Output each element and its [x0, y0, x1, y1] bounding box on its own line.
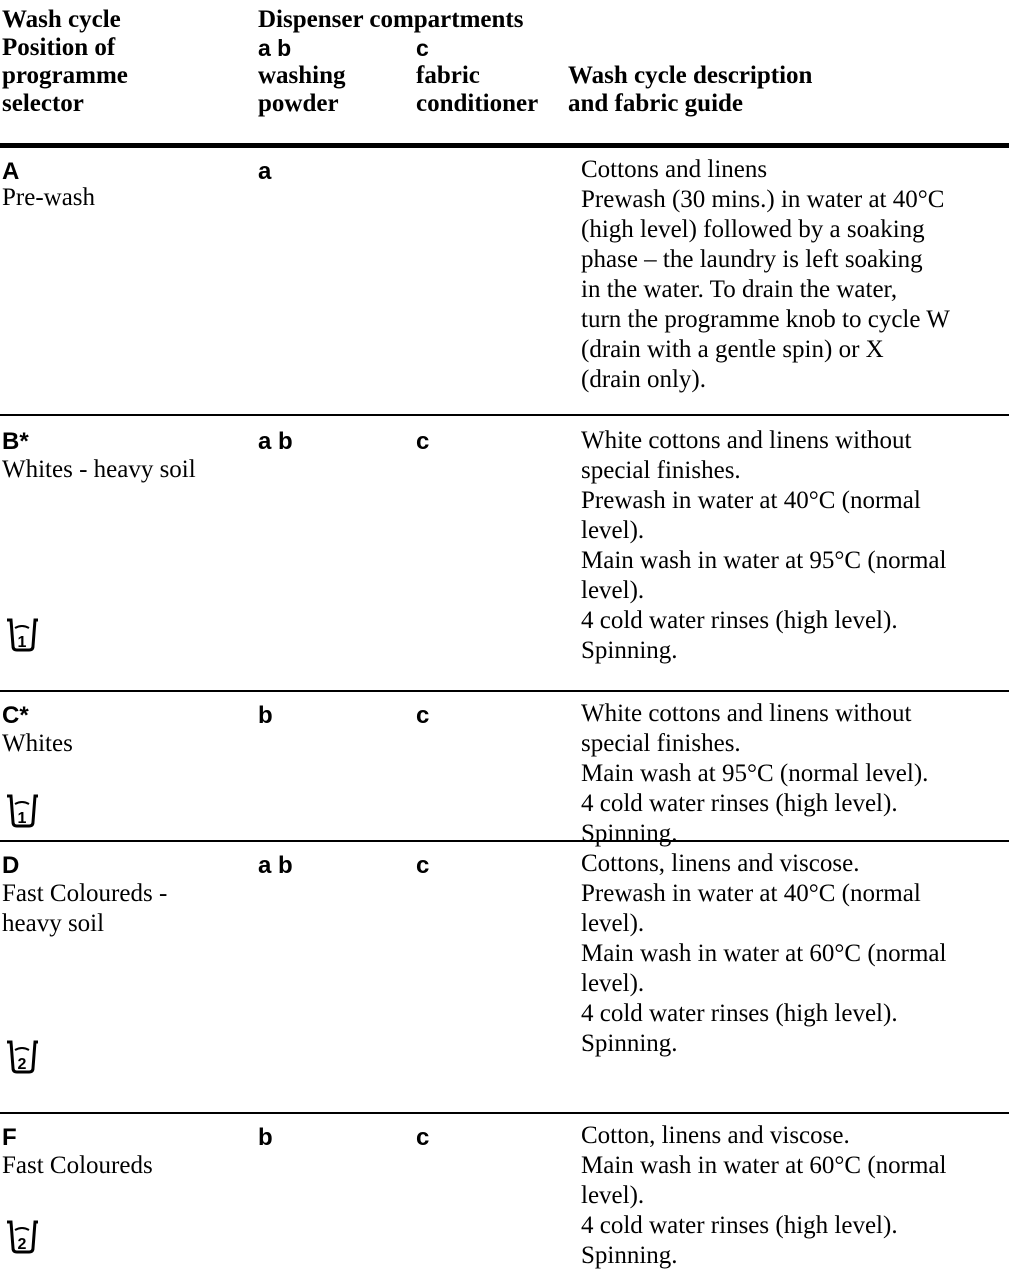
header-description: Wash cycle description and fabric guide — [568, 62, 812, 118]
tub-number: 1 — [18, 634, 27, 651]
row-divider — [0, 1112, 1009, 1114]
cycle-description: White cottons and linens without special… — [581, 699, 1006, 849]
desc-line: Cotton, linens and viscose. — [581, 1122, 850, 1149]
cycle-letter: C* — [2, 702, 29, 729]
desc-line: level). — [581, 517, 645, 544]
powder-compartment: a b — [258, 852, 293, 879]
desc-line: level). — [581, 910, 645, 937]
header-line: and fabric guide — [568, 90, 744, 117]
cycle-name: Pre-wash — [2, 184, 96, 211]
wash-tub-1-icon: 1 — [7, 794, 38, 828]
desc-line: Spinning. — [581, 1242, 678, 1269]
cycle-description: Cotton, linens and viscose. Main wash in… — [581, 1121, 1006, 1271]
desc-line: 4 cold water rinses (high level). — [581, 607, 898, 634]
dispenser-title-text: Dispenser compartments — [258, 6, 524, 33]
header-fabric-conditioner: c fabric conditioner — [416, 34, 538, 118]
header-dispenser-title: Dispenser compartments — [258, 6, 523, 34]
powder-compartment: a — [258, 158, 272, 185]
conditioner-compartment: c — [416, 702, 430, 729]
desc-line: Spinning. — [581, 1030, 678, 1057]
desc-line: 4 cold water rinses (high level). — [581, 790, 898, 817]
header-line: fabric — [416, 62, 480, 89]
desc-line: Prewash in water at 40°C (normal — [581, 880, 921, 907]
header-line: Position of — [2, 34, 116, 61]
tub-number: 2 — [18, 1056, 27, 1073]
row-divider — [0, 840, 1009, 842]
desc-line: White cottons and linens without — [581, 700, 912, 727]
header-line: powder — [258, 90, 339, 117]
conditioner-compartment: c — [416, 428, 430, 455]
desc-line: (high level) followed by a soaking — [581, 216, 925, 243]
header-line: Wash cycle — [2, 6, 121, 33]
desc-line: level). — [581, 1182, 645, 1209]
desc-line: Spinning. — [581, 637, 678, 664]
wash-tub-1-icon: 1 — [7, 618, 38, 652]
powder-compartment: a b — [258, 428, 293, 455]
cycle-description: Cottons, linens and viscose. Prewash in … — [581, 849, 1006, 1059]
tub-number: 2 — [18, 1236, 27, 1253]
desc-line: level). — [581, 577, 645, 604]
header-compartment-letters: a b — [258, 35, 292, 61]
desc-line: special finishes. — [581, 457, 741, 484]
cycle-description: White cottons and linens without special… — [581, 426, 1006, 666]
cycle-name: Fast Coloureds - — [2, 880, 168, 907]
powder-compartment: b — [258, 702, 273, 729]
desc-line: Main wash in water at 60°C (normal — [581, 1152, 947, 1179]
desc-line: level). — [581, 970, 645, 997]
header-washing-powder: a b washing powder — [258, 34, 346, 118]
desc-line: Main wash at 95°C (normal level). — [581, 760, 929, 787]
cycle-name: Fast Coloureds — [2, 1152, 153, 1179]
desc-line: White cottons and linens without — [581, 427, 912, 454]
cycle-name: Whites - heavy soil — [2, 456, 196, 483]
desc-line: phase – the laundry is left soaking — [581, 246, 923, 273]
cycle-name: Whites — [2, 730, 73, 757]
header-line: conditioner — [416, 90, 539, 117]
desc-line: 4 cold water rinses (high level). — [581, 1212, 898, 1239]
conditioner-compartment: c — [416, 852, 430, 879]
header-line: programme — [2, 62, 128, 89]
cycle-description: Cottons and linens Prewash (30 mins.) in… — [581, 155, 1006, 395]
desc-line: (drain with a gentle spin) or X — [581, 336, 884, 363]
desc-line: in the water. To drain the water, — [581, 276, 898, 303]
desc-line: 4 cold water rinses (high level). — [581, 1000, 898, 1027]
desc-line: turn the programme knob to cycle W — [581, 306, 950, 333]
header-wash-cycle: Wash cycle Position of programme selecto… — [2, 6, 128, 118]
cycle-letter: A — [2, 158, 20, 185]
desc-line: Prewash in water at 40°C (normal — [581, 487, 921, 514]
cycle-letter: B* — [2, 428, 29, 455]
header-line: washing — [258, 62, 346, 89]
wash-tub-2-icon: 2 — [7, 1220, 38, 1254]
row-divider — [0, 690, 1009, 692]
header-compartment-letter: c — [416, 35, 429, 61]
header-line: Wash cycle description — [568, 62, 813, 89]
desc-line: Main wash in water at 95°C (normal — [581, 547, 947, 574]
desc-line: Cottons and linens — [581, 156, 768, 183]
desc-line: Main wash in water at 60°C (normal — [581, 940, 947, 967]
desc-line: special finishes. — [581, 730, 741, 757]
desc-line: (drain only). — [581, 366, 706, 393]
cycle-letter: D — [2, 852, 20, 879]
desc-line: Cottons, linens and viscose. — [581, 850, 860, 877]
wash-tub-2-icon: 2 — [7, 1040, 38, 1074]
cycle-letter: F — [2, 1124, 17, 1151]
row-divider — [0, 414, 1009, 416]
header-rule — [0, 143, 1009, 148]
desc-line: Prewash (30 mins.) in water at 40°C — [581, 186, 945, 213]
conditioner-compartment: c — [416, 1124, 430, 1151]
desc-line: Spinning. — [581, 820, 678, 847]
powder-compartment: b — [258, 1124, 273, 1151]
tub-number: 1 — [18, 810, 27, 827]
cycle-name: heavy soil — [2, 910, 105, 937]
header-line: selector — [2, 90, 84, 117]
